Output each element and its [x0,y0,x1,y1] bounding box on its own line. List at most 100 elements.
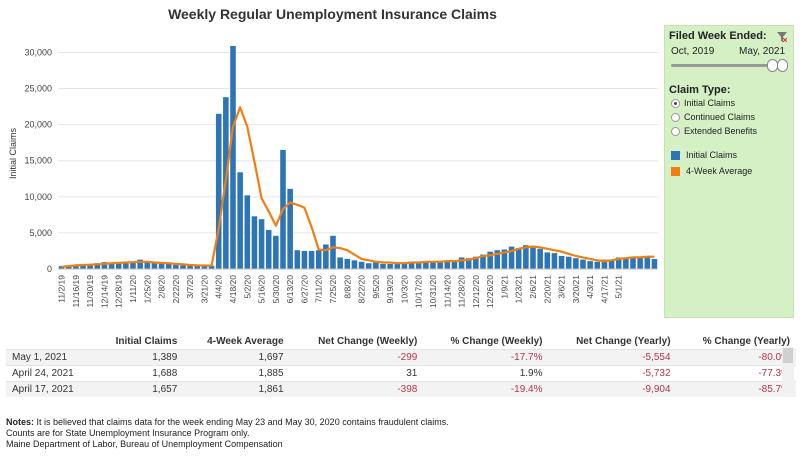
col-header: Net Change (Yearly) [576,336,671,347]
cell-pct-yearly: -85.7% [676,381,796,397]
col-header [6,334,95,350]
bar [94,263,101,269]
bar [637,256,643,269]
table-row: April 24, 2021 1,688 1,885 31 1.9% -5,73… [6,365,796,382]
radio-icon[interactable] [671,112,680,122]
bar [644,257,651,269]
bar [623,258,629,269]
bar [401,263,408,269]
x-tick-label: 2/20/21 [542,275,552,304]
cell-pct-yearly: -80.0% [676,349,796,366]
bar [158,263,165,269]
line-swatch-icon [671,166,680,176]
bar [508,246,515,269]
y-tick-label: 20,000 [24,120,52,130]
bar [587,261,593,269]
bar [108,262,115,269]
bar [323,244,329,269]
x-tick-label: 6/13/20 [285,275,295,304]
cell-net-yearly: -5,554 [548,349,677,366]
cell-week: April 24, 2021 [6,365,95,382]
bar [394,262,401,269]
bar [444,261,451,269]
table-scrollbar[interactable] [782,347,794,393]
cell-initial: 1,657 [94,381,184,397]
bar [180,265,186,269]
table-row: April 17, 2021 1,657 1,861 -398 -19.4% -… [6,381,796,397]
legend-label: 4-Week Average [686,166,753,176]
bar [608,259,615,269]
bar [201,265,208,269]
scrollbar-thumb[interactable] [783,348,793,363]
option-initial-claims[interactable]: Initial Claims [671,98,735,108]
x-tick-label: 5/2/20 [242,275,252,299]
cell-initial: 1,389 [94,349,184,366]
x-tick-label: 12/14/19 [99,275,109,308]
bar [294,250,301,269]
col-header: Net Change (Weekly) [318,336,418,347]
y-tick-label: 0 [47,264,52,274]
bar [580,259,586,269]
x-tick-label: 9/5/20 [371,275,381,299]
cell-pct-yearly: -77.3% [676,365,796,382]
bar [601,259,608,269]
bar [344,258,351,269]
x-tick-label: 6/27/20 [299,275,309,304]
bar [315,250,322,269]
col-header: Initial Claims [115,336,178,347]
bar [215,113,222,269]
radio-icon[interactable] [671,126,680,136]
bar [165,263,172,269]
x-tick-label: 11/30/19 [85,275,95,308]
bar [451,261,458,269]
bar [151,262,158,269]
bar [330,235,336,269]
x-tick-label: 11/2/19 [57,275,67,303]
bar [558,256,565,269]
notes-label: Notes: [6,417,35,427]
bar [301,250,308,269]
x-tick-label: 10/17/20 [414,275,424,308]
option-extended-benefits[interactable]: Extended Benefits [671,126,757,136]
claim-type-label: Claim Type: [669,84,731,96]
x-tick-label: 5/30/20 [271,275,281,304]
notes-line-1: Notes: It is believed that claims data f… [6,417,449,428]
legend-label: Initial Claims [686,150,738,160]
range-start: Oct, 2019 [671,46,715,57]
bar [258,219,265,269]
x-tick-label: 1/9/21 [499,275,509,299]
bar [565,256,572,269]
bar [544,252,551,269]
cell-average: 1,861 [183,381,290,397]
radio-selected-icon[interactable] [671,98,680,108]
bar [494,250,501,269]
x-tick-label: 5/16/20 [257,275,267,304]
date-range-slider[interactable] [671,64,788,67]
x-tick-label: 4/17/21 [599,275,609,304]
bar [337,257,343,269]
bar [194,265,201,269]
bar [594,261,601,269]
x-tick-label: 12/26/20 [485,275,495,308]
slider-end-handle[interactable] [777,59,788,72]
x-tick-label: 10/3/20 [399,275,409,304]
x-tick-label: 4/3/21 [585,275,595,299]
cell-week: April 17, 2021 [6,381,95,397]
option-continued-claims[interactable]: Continued Claims [671,112,755,122]
x-tick-label: 2/22/20 [171,275,181,304]
x-tick-label: 3/6/21 [557,275,567,299]
y-tick-label: 5,000 [29,228,52,238]
notes: Notes: It is believed that claims data f… [6,417,449,450]
bar [473,256,479,269]
x-tick-label: 12/28/19 [114,275,124,308]
notes-text: It is believed that claims data for the … [34,417,449,427]
bar [551,253,558,269]
cell-net-yearly: -9,904 [548,381,677,397]
cell-average: 1,885 [183,365,290,382]
x-tick-label: 4/18/20 [228,275,238,304]
filter-funnel-icon[interactable] [777,32,787,42]
bar [523,245,529,269]
x-tick-label: 9/19/20 [385,275,395,304]
x-tick-label: 11/28/20 [457,275,467,308]
bar [308,250,315,269]
